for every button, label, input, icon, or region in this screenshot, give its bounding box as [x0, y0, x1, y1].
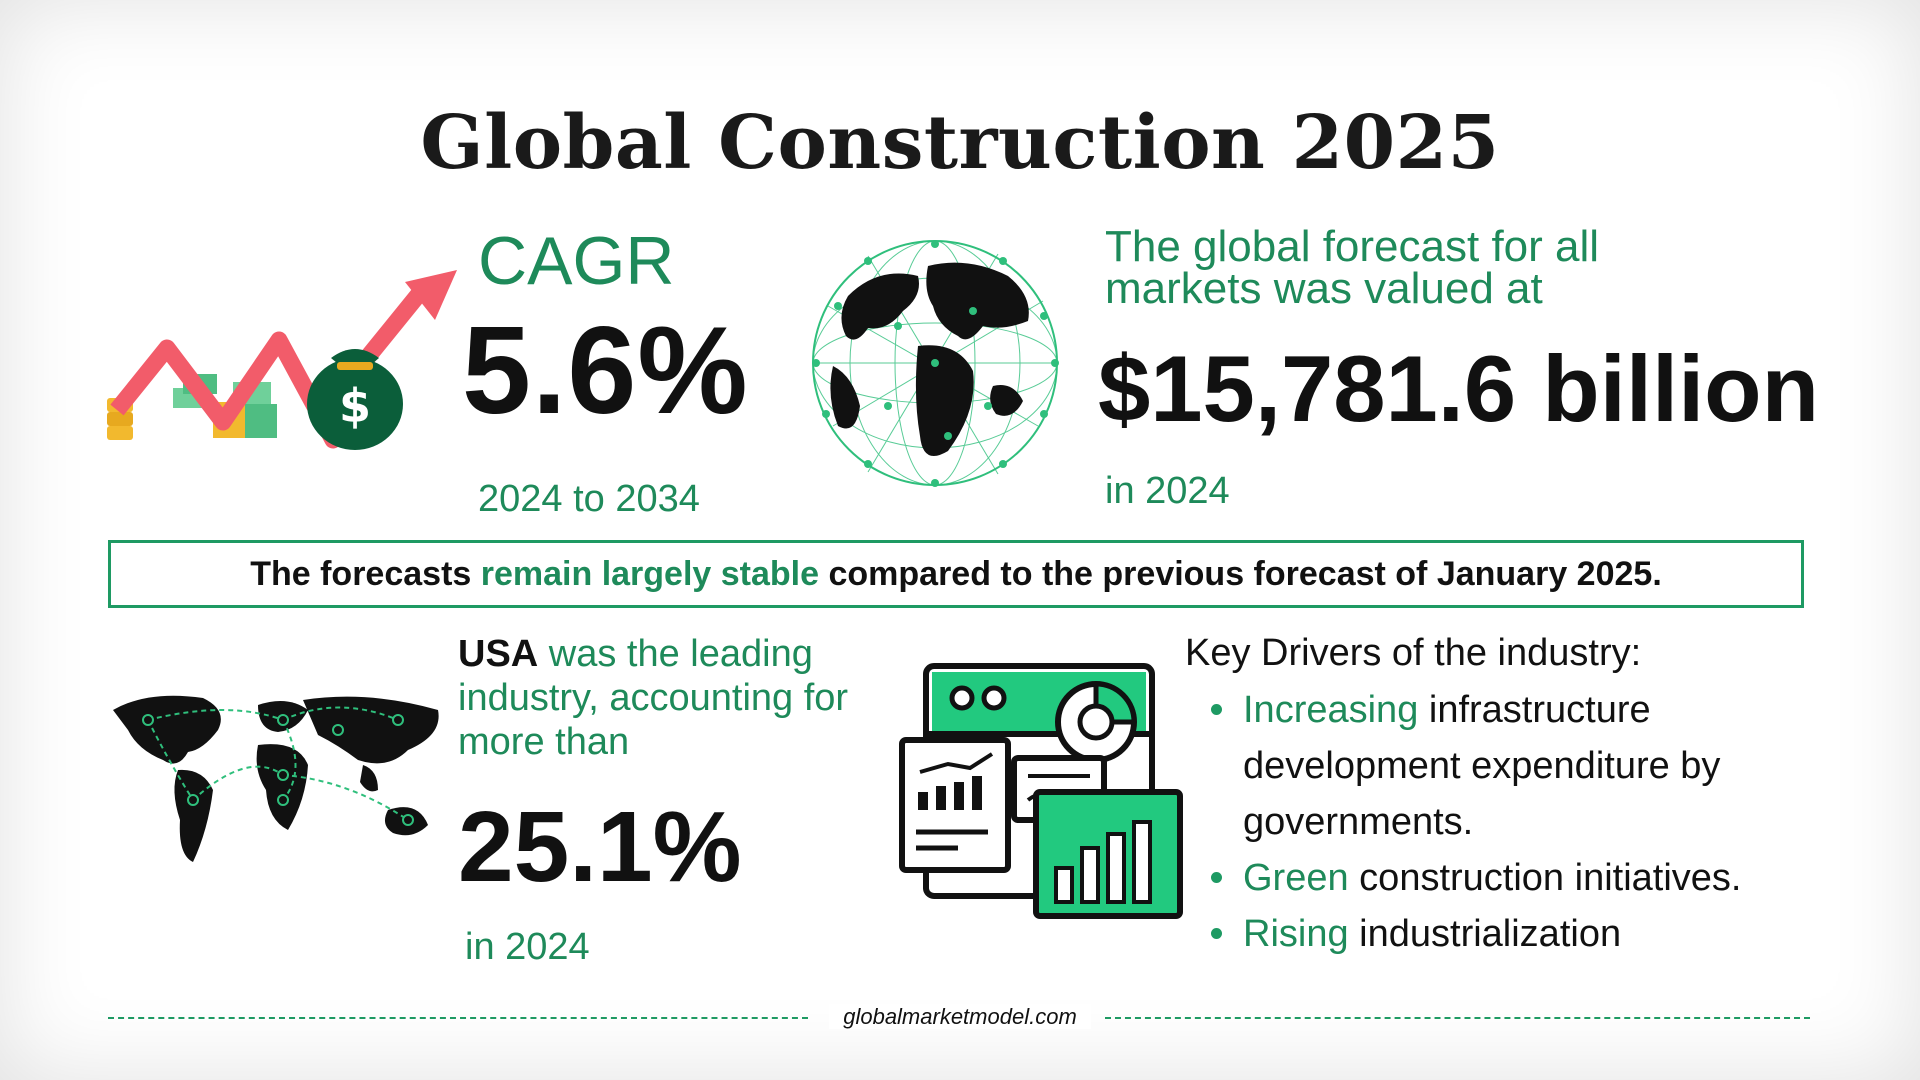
network-globe-icon [812, 240, 1059, 487]
footer: globalmarketmodel.com [0, 1002, 1920, 1032]
usa-country: USA [458, 633, 539, 675]
banner-highlight: remain largely stable [480, 554, 820, 593]
dashboard-analytics-icon [899, 663, 1183, 919]
driver-text: industrialization [1348, 913, 1622, 955]
banner-suffix: compared to the previous forecast of Jan… [819, 554, 1662, 593]
forecast-year: in 2024 [1105, 470, 1230, 512]
usa-text: was the leading industry, accounting for… [458, 633, 859, 763]
banner-prefix: The forecasts [250, 554, 481, 593]
driver-text: infrastructure development expenditure b… [1243, 689, 1731, 843]
footer-text-wrap: globalmarketmodel.com [0, 1004, 1920, 1030]
driver-text: construction initiatives. [1348, 857, 1742, 899]
svg-text:$: $ [339, 379, 371, 433]
cagr-label: CAGR [478, 223, 675, 299]
footer-divider-right [1105, 1017, 1810, 1019]
forecast-value: $15,781.6 billion [1098, 336, 1820, 441]
bullet-dot-icon [1211, 872, 1222, 883]
forecast-label: The global forecast for all markets was … [1105, 222, 1600, 313]
usa-share-value: 25.1% [458, 791, 742, 903]
usa-description: USA was the leading industry, accounting… [458, 632, 898, 764]
cagr-period: 2024 to 2034 [478, 478, 700, 520]
growth-money-icon: $ [107, 270, 457, 450]
cagr-value: 5.6% [462, 302, 749, 440]
forecast-stability-banner: The forecasts remain largely stable comp… [108, 540, 1804, 608]
footer-website-link[interactable]: globalmarketmodel.com [829, 1004, 1091, 1029]
driver-highlight: Rising [1243, 913, 1349, 955]
page-title: Global Construction 2025 [420, 100, 1500, 186]
world-map-icon [113, 695, 439, 862]
usa-year: in 2024 [465, 926, 590, 968]
driver-item: Increasing infrastructure development ex… [1205, 682, 1805, 850]
drivers-title: Key Drivers of the industry: [1185, 632, 1642, 674]
drivers-list: Increasing infrastructure development ex… [1205, 682, 1805, 962]
driver-highlight: Green [1243, 857, 1349, 899]
driver-item: Green construction initiatives. [1205, 850, 1805, 906]
driver-item: Rising industrialization [1205, 906, 1805, 962]
driver-highlight: Increasing [1243, 689, 1419, 731]
bullet-dot-icon [1211, 928, 1222, 939]
footer-divider-left [108, 1017, 808, 1019]
bullet-dot-icon [1211, 704, 1222, 715]
